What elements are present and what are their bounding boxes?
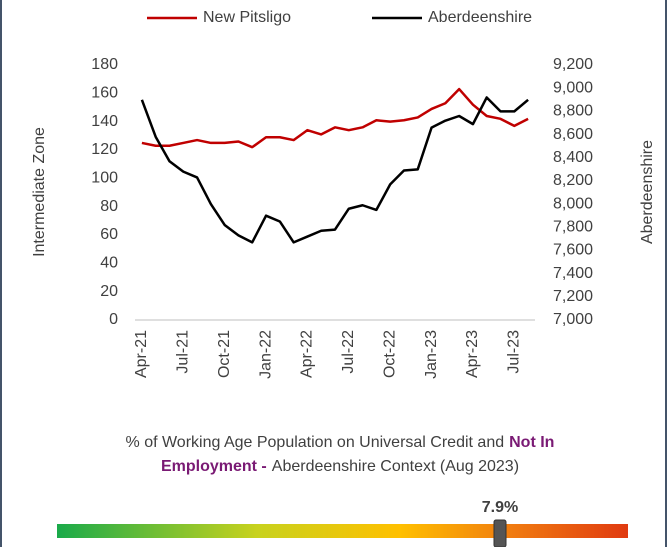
y2-tick-label: 8,800 xyxy=(553,103,593,120)
caption-line-2: Employment - Aberdeenshire Context (Aug 2… xyxy=(161,458,519,475)
x-tick-label: Jul-22 xyxy=(340,330,357,374)
y-tick-label: 80 xyxy=(100,198,118,215)
y2-tick-label: 7,200 xyxy=(553,288,593,305)
caption-emphasis: Not In xyxy=(509,434,554,451)
x-tick-label: Jan-23 xyxy=(423,330,440,379)
y2-tick-label: 8,600 xyxy=(553,126,593,143)
gradient-bar xyxy=(57,524,628,538)
indicator-label: 7.9% xyxy=(482,499,518,516)
y-tick-label: 20 xyxy=(100,283,118,300)
series-line xyxy=(141,87,529,149)
x-tick-label: Apr-22 xyxy=(299,330,316,378)
x-tick-label: Oct-22 xyxy=(381,330,398,378)
caption-emphasis: Employment - xyxy=(161,458,267,475)
y-tick-label: 120 xyxy=(91,141,118,158)
x-tick-label: Jan-22 xyxy=(257,330,274,379)
caption-text: Aberdeenshire Context (Aug 2023) xyxy=(272,458,519,475)
y2-tick-label: 7,400 xyxy=(553,265,593,282)
x-tick-label: Oct-21 xyxy=(216,330,233,378)
y-tick-label: 180 xyxy=(91,56,118,73)
y2-tick-label: 8,000 xyxy=(553,195,593,212)
x-tick-label: Jul-23 xyxy=(506,330,523,374)
y2-tick-label: 7,600 xyxy=(553,242,593,259)
y2-tick-label: 8,400 xyxy=(553,149,593,166)
indicator-marker xyxy=(493,519,507,547)
x-tick-label: Apr-23 xyxy=(464,330,481,378)
x-tick-label: Apr-21 xyxy=(133,330,150,378)
legend-label: New Pitsligo xyxy=(203,9,291,26)
x-tick-label: Jul-21 xyxy=(174,330,191,374)
y2-tick-label: 9,200 xyxy=(553,56,593,73)
y-axis-label: Intermediate Zone xyxy=(31,127,48,257)
caption-line-1: % of Working Age Population on Universal… xyxy=(126,434,555,451)
y2-tick-label: 9,000 xyxy=(553,79,593,96)
y-tick-label: 60 xyxy=(100,226,118,243)
y-tick-label: 100 xyxy=(91,170,118,187)
y-tick-label: 140 xyxy=(91,113,118,130)
y2-axis-label: Aberdeenshire xyxy=(639,140,656,244)
y2-tick-label: 7,000 xyxy=(553,311,593,328)
y2-tick-label: 7,800 xyxy=(553,218,593,235)
y2-tick-label: 8,200 xyxy=(553,172,593,189)
y-tick-label: 40 xyxy=(100,255,118,272)
y-tick-label: 0 xyxy=(109,311,118,328)
y-tick-label: 160 xyxy=(91,85,118,102)
series-line xyxy=(140,96,529,244)
legend-label: Aberdeenshire xyxy=(428,9,532,26)
caption-text: % of Working Age Population on Universal… xyxy=(126,434,505,451)
